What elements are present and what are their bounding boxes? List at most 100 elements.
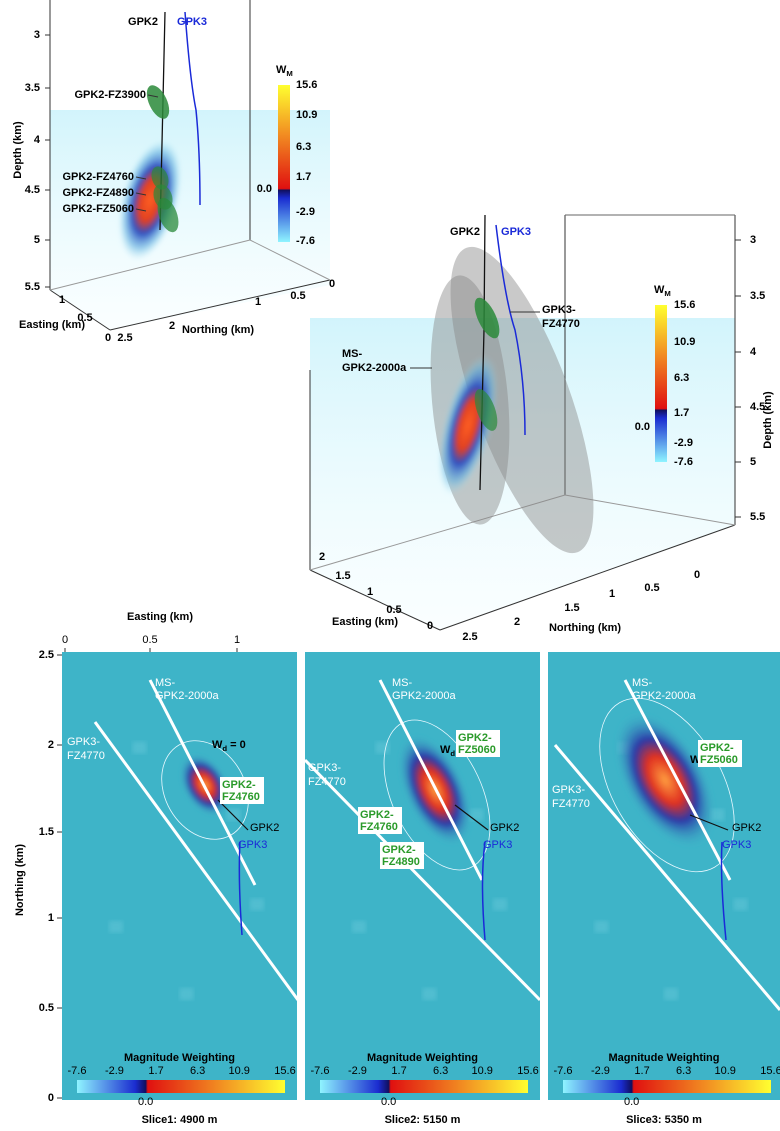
axis-line bbox=[135, 208, 147, 212]
colorbar bbox=[77, 1080, 285, 1093]
symbol: W bbox=[276, 64, 287, 76]
northing-tick: 1 bbox=[48, 912, 54, 924]
axis-line bbox=[109, 279, 331, 331]
northing-tick: 2.5 bbox=[117, 332, 132, 344]
colorbar-zero: 0.0 bbox=[257, 183, 272, 195]
colorbar-tick: -2.9 bbox=[105, 1065, 124, 1077]
depth-label: Depth (km) bbox=[12, 121, 24, 179]
well-label: GPK3 bbox=[483, 839, 512, 851]
colorbar-tick: -2.9 bbox=[674, 437, 693, 449]
colorbar-tick: 1.7 bbox=[674, 407, 689, 419]
fault-label: GPK3- bbox=[308, 762, 341, 774]
depth-tick: 3 bbox=[34, 29, 40, 41]
easting-tick: 1 bbox=[367, 586, 373, 598]
ms-label: GPK2-2000a bbox=[155, 690, 219, 702]
ellipse bbox=[151, 166, 169, 190]
northing-label: Northing (km) bbox=[182, 324, 254, 336]
zone-label: GPK2- bbox=[360, 809, 394, 821]
axis-line bbox=[49, 289, 111, 331]
zone-label: FZ5060 bbox=[700, 754, 738, 766]
easting-tick: 1.5 bbox=[335, 570, 350, 582]
zone-label: FZ4760 bbox=[222, 791, 260, 803]
fault-label: FZ4770 bbox=[552, 798, 590, 810]
northing-tick: 0 bbox=[694, 569, 700, 581]
easting-label: Easting (km) bbox=[332, 616, 398, 628]
colorbar-title: WM bbox=[276, 64, 293, 78]
easting-label: Easting (km) bbox=[127, 611, 193, 623]
fault-line bbox=[303, 758, 542, 1002]
axis-line bbox=[249, 239, 331, 281]
colorbar-tick: -2.9 bbox=[591, 1065, 610, 1077]
ms-label: MS- bbox=[392, 677, 413, 689]
depth-tick: 5.5 bbox=[750, 511, 765, 523]
depth-tick: 3 bbox=[750, 234, 756, 246]
northing-tick: 1.5 bbox=[564, 602, 579, 614]
fault-line bbox=[553, 744, 780, 1011]
zone-box bbox=[358, 807, 402, 834]
colorbar bbox=[278, 85, 290, 242]
subscript: M bbox=[664, 289, 670, 298]
northing-tick: 2.5 bbox=[39, 649, 54, 661]
colorbar-tick: 10.9 bbox=[229, 1065, 250, 1077]
colorbar-tick: 15.6 bbox=[296, 79, 317, 91]
northing-tick: 0.5 bbox=[39, 1002, 54, 1014]
northing-tick: 0.5 bbox=[644, 582, 659, 594]
ms-label: GPK2-2000a bbox=[632, 690, 696, 702]
noise-patch bbox=[664, 988, 678, 1000]
ms-label: MS- bbox=[155, 677, 176, 689]
fault-label: GPK3- bbox=[542, 304, 576, 316]
axis-line bbox=[49, 239, 251, 291]
northing-tick: 1 bbox=[255, 296, 261, 308]
ellipse bbox=[613, 712, 717, 848]
zone-box bbox=[698, 740, 742, 767]
colorbar-tick: 1.7 bbox=[634, 1065, 649, 1077]
depth-tick: 5.5 bbox=[25, 281, 40, 293]
northing-tick: 0.5 bbox=[290, 290, 305, 302]
depth-tick: 4.5 bbox=[750, 401, 765, 413]
well-gpk2 bbox=[689, 814, 729, 831]
colorbar bbox=[320, 1080, 528, 1093]
noise-patch bbox=[493, 898, 507, 911]
colorbar-title: Magnitude Weighting bbox=[608, 1052, 719, 1064]
noise-patch bbox=[132, 741, 147, 754]
colorbar-tick: 10.9 bbox=[674, 336, 695, 348]
northing-label: Northing (km) bbox=[549, 622, 621, 634]
zone-label: GPK2-FZ5060 bbox=[62, 203, 134, 215]
noise-patch bbox=[179, 988, 194, 1000]
colorbar-tick: 15.6 bbox=[760, 1065, 780, 1077]
noise-patch bbox=[250, 898, 264, 911]
fault-label: GPK3- bbox=[552, 784, 585, 796]
colorbar-zero: 0.0 bbox=[381, 1096, 396, 1108]
northing-tick: 1.5 bbox=[39, 826, 54, 838]
colorbar-tick: 10.9 bbox=[715, 1065, 736, 1077]
well-gpk3 bbox=[481, 841, 486, 941]
colorbar-tick: 10.9 bbox=[472, 1065, 493, 1077]
subscript: d bbox=[450, 749, 455, 758]
ellipse bbox=[146, 85, 170, 119]
ms-label: GPK2-2000a bbox=[392, 690, 456, 702]
colorbar-tick: 15.6 bbox=[517, 1065, 538, 1077]
noise-patch bbox=[422, 988, 437, 1000]
zone-label: GPK2-FZ4760 bbox=[62, 171, 134, 183]
noise-patch bbox=[352, 920, 366, 933]
zone-label: GPK2- bbox=[458, 732, 492, 744]
easting-tick: 0.5 bbox=[386, 604, 401, 616]
fault-line bbox=[93, 721, 300, 1001]
zone-label: GPK2-FZ3900 bbox=[74, 89, 146, 101]
well-label: GPK3 bbox=[722, 839, 751, 851]
easting-tick: 2 bbox=[319, 551, 325, 563]
axis-line bbox=[439, 524, 736, 631]
zone-box bbox=[456, 730, 500, 757]
axis-line bbox=[564, 494, 736, 526]
easting-tick: 0 bbox=[105, 332, 111, 344]
well-label: GPK2 bbox=[732, 822, 761, 834]
slice-map bbox=[548, 652, 780, 1100]
slice-map bbox=[62, 652, 297, 1100]
colorbar-tick: -7.6 bbox=[554, 1065, 573, 1077]
well-label: GPK2 bbox=[128, 16, 158, 28]
colorbar-tick: 10.9 bbox=[296, 109, 317, 121]
well-gpk3 bbox=[184, 11, 201, 206]
northing-tick: 0 bbox=[329, 278, 335, 290]
ms-label: GPK2-2000a bbox=[342, 362, 407, 374]
subscript: M bbox=[286, 69, 292, 78]
